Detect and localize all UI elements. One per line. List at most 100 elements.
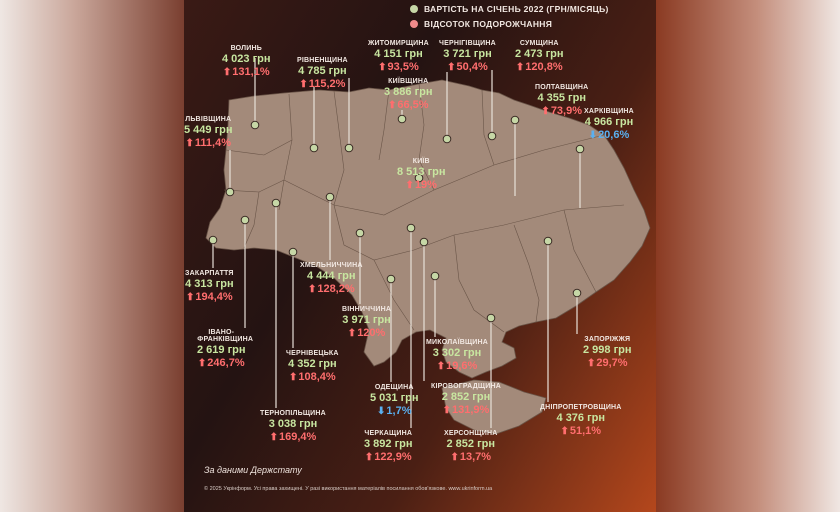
region-dot-kharkiv (575, 144, 585, 154)
arrow-up-icon: ⬆ (405, 180, 414, 191)
region-cost: 4 352 грн (288, 358, 337, 370)
region-name: ДНІПРОПЕТРОВЩИНА (540, 404, 622, 411)
infographic: ВАРТІСТЬ НА СІЧЕНЬ 2022 (ГРН/МІСЯЦЬ) ВІД… (184, 0, 656, 512)
region-label-mykolaiv: МИКОЛАЇВЩИНА 3 302 грн ⬆19,6% (426, 339, 488, 372)
region-cost: 4 376 грн (556, 412, 606, 424)
region-cost: 4 151 грн (374, 48, 423, 60)
arrow-down-icon: ⬇ (588, 130, 598, 141)
leader-dots (208, 114, 585, 323)
arrow-up-icon: ⬆ (197, 358, 207, 369)
region-dot-ivano (240, 215, 250, 225)
background-right-blur (656, 0, 840, 512)
region-label-dnipro: ДНІПРОПЕТРОВЩИНА 4 376 грн ⬆51,1% (540, 404, 622, 437)
arrow-up-icon: ⬆ (185, 292, 195, 303)
region-name: ЧЕРНІВЕЦЬКА (286, 350, 339, 357)
crimea-shape (441, 379, 547, 435)
region-label-volyn: ВОЛИНЬ 4 023 грн ⬆131,1% (222, 45, 271, 78)
region-name: КИЇВЩИНА (388, 78, 429, 85)
region-cost: 4 444 грн (307, 270, 356, 282)
region-percent-row: ⬆93,5% (368, 62, 429, 73)
region-name: КІРОВОГРАДЩИНА (431, 383, 501, 390)
region-percent: 93,5% (387, 61, 419, 73)
region-cost: 4 785 грн (298, 65, 347, 77)
region-cost: 2 998 грн (583, 344, 632, 356)
region-cost: 3 038 грн (268, 418, 318, 430)
region-borders (223, 83, 625, 333)
region-cost: 4 966 грн (584, 116, 634, 128)
region-percent: 246,7% (207, 357, 245, 369)
region-label-chernivtsi: ЧЕРНІВЕЦЬКА 4 352 грн ⬆108,4% (286, 350, 339, 383)
legend-dot-percent (410, 19, 418, 28)
region-percent-row: ⬆66,5% (384, 100, 433, 111)
arrow-up-icon: ⬆ (387, 100, 397, 111)
region-dot-sumy (487, 131, 497, 141)
region-cost: 2 473 грн (515, 48, 564, 60)
region-name: ХАРКІВЩИНА (584, 108, 634, 115)
region-name: ВІННИЧЧИНА (342, 306, 392, 313)
arrow-up-icon: ⬆ (447, 62, 456, 73)
region-percent-row: ⬆115,2% (297, 79, 348, 90)
arrow-up-icon: ⬆ (347, 328, 357, 339)
region-name: МИКОЛАЇВЩИНА (426, 339, 489, 346)
legend-item-cost: ВАРТІСТЬ НА СІЧЕНЬ 2022 (ГРН/МІСЯЦЬ) (410, 2, 609, 15)
region-percent-row: ⬆120,8% (515, 62, 564, 73)
region-dot-chernihiv (442, 134, 452, 144)
region-percent: 13,7% (459, 451, 492, 463)
region-percent-row: ⬆19% (397, 180, 446, 191)
region-cost: 2 852 грн (446, 438, 496, 450)
region-dot-zakarpattia (208, 235, 218, 245)
region-percent-row: ⬆128,2% (300, 284, 363, 295)
region-percent: 120,8% (525, 61, 563, 73)
region-label-cherkasy: ЧЕРКАЩИНА 3 892 грн ⬆122,9% (364, 430, 413, 463)
source-note: За даними Держстату (204, 465, 302, 475)
region-dot-khmelnytskyi (325, 192, 335, 202)
region-name: ХМЕЛЬНИЧЧИНА (300, 262, 363, 269)
region-label-poltava: ПОЛТАВЩИНА 4 355 грн ⬆73,9% (535, 84, 588, 117)
region-percent-row: ⬆19,6% (426, 361, 488, 372)
legend-dot-cost (410, 4, 418, 13)
region-dot-kirovohrad (419, 237, 429, 247)
region-percent: 66,5% (397, 99, 429, 111)
legend-item-percent: ВІДСОТОК ПОДОРОЖЧАННЯ (410, 17, 609, 30)
region-label-kherson: ХЕРСОНЩИНА 2 852 грн ⬆13,7% (444, 430, 498, 463)
region-name: ЛЬВІВЩИНА (185, 116, 232, 123)
ukraine-map (205, 58, 651, 435)
arrow-up-icon: ⬆ (364, 452, 374, 463)
region-label-lviv: ЛЬВІВЩИНА 5 449 грн ⬆111,4% (184, 116, 233, 149)
region-name: ЖИТОМИРЩИНА (368, 40, 429, 47)
region-name: ВОЛИНЬ (230, 45, 262, 52)
region-percent: 131,9% (452, 404, 490, 416)
region-percent-row: ⬆246,7% (197, 358, 246, 369)
region-label-zakarpattia: ЗАКАРПАТТЯ 4 313 грн ⬆194,4% (185, 270, 234, 303)
region-name: ЧЕРНІГІВЩИНА (439, 40, 496, 47)
region-name: ТЕРНОПІЛЬЩИНА (260, 410, 326, 417)
region-percent: 51,1% (569, 425, 602, 437)
region-percent-row: ⬆73,9% (535, 106, 588, 117)
region-label-kyiv: КИЇВ 8 513 грн ⬆19% (397, 158, 446, 191)
region-name: ІВАНО-ФРАНКІВЩИНА (197, 329, 254, 343)
region-dot-volyn (250, 120, 260, 130)
region-percent: 19,6% (446, 360, 478, 372)
arrow-up-icon: ⬆ (436, 361, 446, 372)
region-percent-row: ⬆131,1% (222, 67, 271, 78)
region-label-ivano: ІВАНО-ФРАНКІВЩИНА 2 619 грн ⬆246,7% (197, 329, 254, 369)
region-label-kirovohrad: КІРОВОГРАДЩИНА 2 852 грн ⬆131,9% (431, 383, 501, 416)
region-percent: 111,4% (194, 137, 231, 149)
region-percent-row: ⬆50,4% (439, 62, 496, 73)
region-dot-dnipro (543, 236, 553, 246)
region-cost: 4 355 грн (537, 92, 586, 104)
region-percent-row: ⬇20,6% (584, 130, 634, 141)
arrow-up-icon: ⬆ (288, 372, 298, 383)
region-percent-row: ⬆29,7% (583, 358, 632, 369)
legend-label-percent: ВІДСОТОК ПОДОРОЖЧАННЯ (424, 18, 553, 29)
region-label-zhytomyr: ЖИТОМИРЩИНА 4 151 грн ⬆93,5% (368, 40, 429, 73)
region-percent-row: ⬆131,9% (431, 405, 501, 416)
region-percent-row: ⬆108,4% (286, 372, 339, 383)
region-percent: 108,4% (298, 371, 336, 383)
region-cost: 5 031 грн (370, 392, 419, 404)
region-cost: 3 886 грн (384, 86, 433, 98)
region-percent: 120% (357, 327, 386, 339)
region-dot-rivne (309, 143, 319, 153)
region-cost: 4 313 грн (185, 278, 234, 290)
arrow-up-icon: ⬆ (541, 106, 550, 117)
